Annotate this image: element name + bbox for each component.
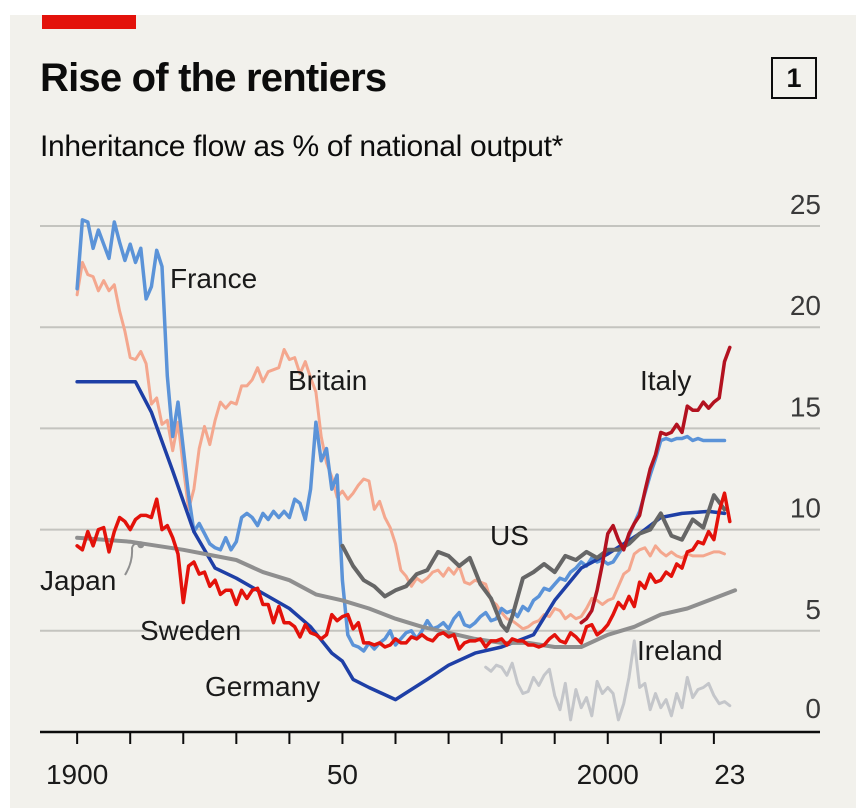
italy-series-line [579,345,732,625]
germany-series-label: Germany [205,671,320,702]
y-tick-label-5: 5 [805,594,821,625]
chart-subtitle: Inheritance flow as % of national output… [40,130,564,163]
sweden-series-line [75,491,732,651]
france-series-line [75,218,727,653]
italy-series-label: Italy [640,365,691,396]
x-axis [40,730,820,744]
x-tick-label-2000: 2000 [577,759,639,790]
ireland-series-label: Ireland [637,635,723,666]
y-tick-label-10: 10 [790,493,821,524]
series-lines [75,218,738,722]
chart-number-badge: 1 [771,57,817,99]
y-axis-labels: 0 5 10 15 20 25 [790,189,821,724]
ireland-series-line [484,639,732,722]
y-tick-label-20: 20 [790,290,821,321]
annotation-layer [124,541,145,576]
y-tick-label-15: 15 [790,391,821,422]
britain-series-label: Britain [288,365,367,396]
x-tick-label-23: 23 [714,759,745,790]
britain-series-line [75,260,726,631]
us-series-label: US [490,520,529,551]
japan-series-label: Japan [40,565,116,596]
japan-leader-dot [137,541,145,549]
accent-bar [42,15,136,29]
x-tick-label-50: 50 [327,759,358,790]
x-tick-label-1900: 1900 [46,759,108,790]
y-tick-label-0: 0 [805,693,821,724]
us-series-line [340,493,727,633]
y-tick-label-25: 25 [790,189,821,220]
france-series-label: France [170,263,257,294]
chart-title: Rise of the rentiers [40,56,387,100]
japan-series-line [75,535,738,649]
x-axis-labels: 1900 50 2000 23 [46,759,745,790]
sweden-series-label: Sweden [140,615,241,646]
series-labels: France Britain Italy US Japan Sweden Germany Ir… [40,263,723,702]
japan-leader-line [124,542,142,576]
